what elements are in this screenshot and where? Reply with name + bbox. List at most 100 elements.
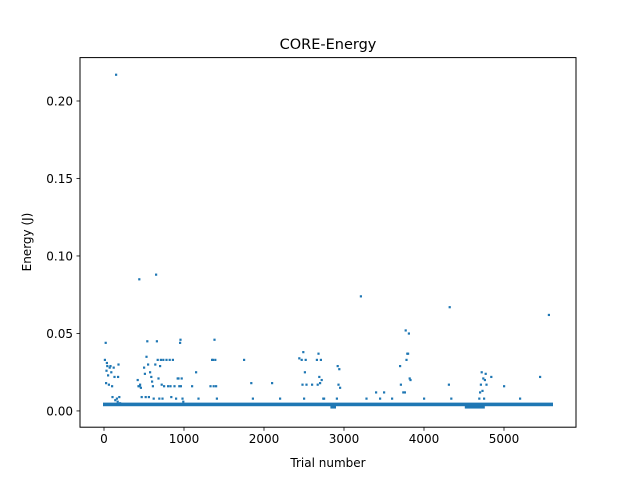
data-point (409, 378, 412, 382)
data-point (484, 372, 487, 375)
data-point (519, 397, 522, 400)
data-point (175, 397, 178, 400)
data-point (195, 371, 198, 374)
data-point (407, 332, 410, 335)
data-point (319, 358, 322, 361)
data-point (147, 363, 150, 366)
data-point (144, 395, 147, 399)
data-point (143, 372, 146, 375)
data-point (143, 366, 146, 369)
data-point (156, 358, 159, 361)
data-point (339, 386, 342, 389)
data-point (490, 375, 493, 379)
data-point (159, 364, 162, 368)
data-point (300, 358, 303, 361)
data-point (146, 340, 149, 343)
data-point (271, 382, 274, 385)
data-point (160, 383, 163, 386)
data-point (138, 278, 141, 281)
data-point (109, 364, 112, 368)
data-point (158, 397, 161, 400)
data-point (152, 397, 155, 400)
x-tick-label: 0 (100, 432, 108, 446)
data-point (311, 383, 314, 386)
data-point (365, 397, 368, 400)
data-point (250, 382, 253, 385)
data-point (170, 395, 173, 399)
data-point (209, 385, 212, 388)
x-tick-label: 2000 (249, 432, 280, 446)
data-point (318, 375, 321, 379)
x-tick-label: 3000 (329, 432, 360, 446)
data-point (117, 363, 120, 366)
data-point (169, 385, 172, 388)
y-axis-label: Energy (J) (20, 213, 34, 272)
data-point (139, 383, 142, 386)
data-point (483, 397, 486, 400)
data-point (480, 371, 483, 374)
dip-points-band (330, 405, 336, 409)
data-point (105, 361, 108, 365)
data-point (305, 383, 308, 386)
data-point (103, 358, 106, 361)
data-point (111, 395, 114, 399)
data-point (118, 395, 121, 399)
data-point (197, 397, 200, 400)
data-point (485, 383, 488, 386)
data-point (315, 358, 318, 361)
data-point (383, 391, 386, 394)
data-points (103, 73, 553, 409)
data-point (159, 358, 162, 361)
data-point (215, 397, 218, 400)
data-point (447, 383, 450, 386)
data-point (162, 358, 165, 361)
data-point (114, 399, 117, 402)
data-point (136, 378, 139, 382)
y-tick-label: 0.05 (46, 327, 73, 341)
x-tick-label: 4000 (409, 432, 440, 446)
data-point (214, 358, 217, 361)
data-point (404, 329, 407, 332)
data-point (482, 377, 485, 380)
data-point (503, 385, 506, 388)
data-point (107, 374, 110, 377)
data-point (359, 295, 362, 298)
data-point (319, 382, 322, 385)
data-point (302, 351, 305, 354)
data-point (157, 377, 160, 380)
dip-points-band (464, 405, 485, 409)
data-point (116, 400, 119, 403)
data-point (161, 397, 164, 400)
data-point (115, 73, 118, 76)
data-point (407, 352, 410, 355)
data-point (479, 383, 482, 386)
data-point (335, 397, 338, 400)
data-point (167, 385, 170, 388)
data-point (337, 383, 340, 386)
data-point (179, 341, 182, 344)
y-axis-ticks: 0.00 0.05 0.10 0.15 0.20 (46, 94, 80, 418)
data-point (301, 383, 304, 386)
data-point (303, 397, 306, 400)
data-point (107, 383, 110, 386)
data-point (320, 378, 323, 382)
data-point (140, 395, 143, 399)
data-point (104, 341, 107, 344)
data-point (391, 397, 394, 400)
x-tick-label: 5000 (489, 432, 520, 446)
data-point (215, 385, 218, 388)
data-point (408, 377, 411, 380)
data-point (423, 397, 426, 400)
data-point (399, 383, 402, 386)
data-point (213, 338, 216, 341)
data-point (113, 375, 116, 379)
data-point (171, 358, 174, 361)
data-point (481, 389, 484, 392)
plot-frame (79, 57, 577, 428)
data-point (379, 397, 382, 400)
data-point (323, 397, 326, 400)
data-point (316, 383, 319, 386)
data-point (211, 358, 214, 361)
data-point (317, 352, 320, 355)
